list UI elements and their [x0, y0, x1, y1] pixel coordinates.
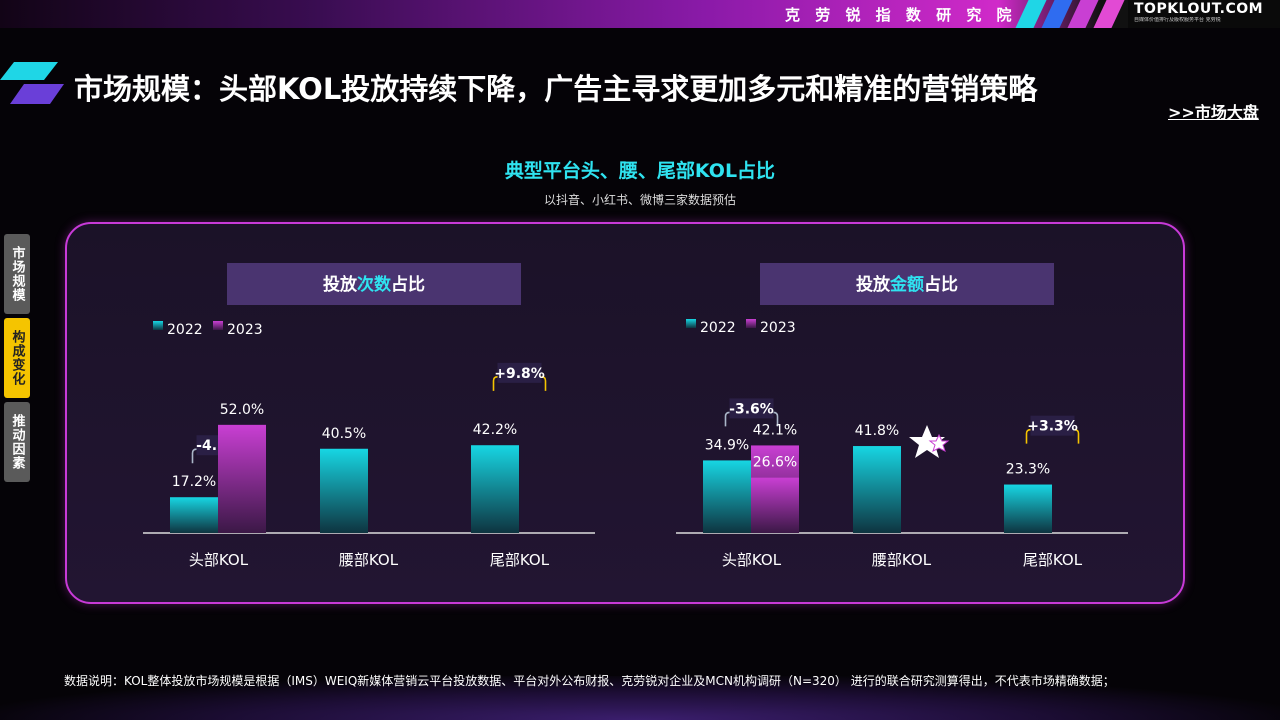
bar-2023-2 [218, 424, 266, 533]
star-shape [928, 433, 950, 452]
change-label: -3.6% [729, 401, 774, 417]
data-label: 42.1% [753, 422, 797, 438]
change-badge [497, 362, 542, 383]
institute-name: 克 劳 锐 指 数 研 究 院 [785, 6, 1017, 24]
bar-2022-0 [703, 460, 751, 533]
chart-title: 投放金额占比 [856, 274, 958, 295]
data-label: 26.6% [753, 455, 797, 471]
chart-title: 投放次数占比 [323, 274, 425, 295]
chart-title-part: 次数 [357, 274, 392, 295]
change-bracket [492, 376, 547, 391]
chart-title-part: 投放 [856, 274, 891, 295]
bar-2022-0 [170, 497, 218, 533]
data-label: 52.0% [220, 402, 264, 418]
change-label: +3.3% [1027, 419, 1078, 435]
bar-2022-1 [320, 448, 368, 533]
chart-heading: 典型平台头、腰、尾部KOL占比 [504, 160, 776, 182]
page-title: 市场规模：头部KOL投放持续下降，广告主寻求更加多元和精准的营销策略 [74, 72, 1038, 106]
side-nav: 市场规模 构成变化 推动因素 [4, 234, 30, 486]
legend-label-2022: 2022 [167, 322, 203, 338]
title-decoration-icon [0, 62, 64, 104]
x-tick-label: 腰部KOL [339, 551, 399, 569]
brand-logo: TOPKLOUT.COM 自媒体价值排行及版权服务平台 克劳锐 [1128, 0, 1280, 28]
legend-label-2022: 2022 [700, 320, 736, 336]
x-tick-label: 尾部KOL [490, 551, 550, 569]
change-bracket [724, 411, 779, 427]
data-footnote: 数据说明：KOL整体投放市场规模是根据（IMS）WEIQ新媒体营销云平台投放数据… [64, 674, 1115, 688]
data-label: 41.8% [855, 423, 899, 439]
brand-name: TOPKLOUT.COM [1134, 1, 1264, 17]
legend-swatch [153, 321, 163, 330]
market-overview-link[interactable]: >>市场大盘 [1168, 103, 1259, 122]
legend-swatch [213, 321, 223, 330]
change-badge [1030, 415, 1075, 436]
data-label: 34.9% [705, 437, 749, 453]
side-tab-composition[interactable]: 构成变化 [4, 318, 30, 398]
change-bracket [1025, 428, 1080, 444]
bar-2023-2 [751, 477, 799, 533]
data-label: 42.2% [473, 422, 517, 438]
data-label: 40.5% [322, 426, 366, 442]
chart-title-part: 占比 [391, 274, 425, 295]
change-label: +9.8% [494, 366, 545, 382]
data-label: 23.3% [1006, 462, 1050, 478]
change-badge [729, 398, 774, 419]
legend-label-2023: 2023 [227, 322, 263, 338]
chart-title-part: 金额 [889, 274, 924, 295]
side-tab-drivers[interactable]: 推动因素 [4, 402, 30, 482]
bar-2022-1 [853, 446, 901, 533]
data-label: 17.2% [172, 474, 216, 490]
x-tick-label: 头部KOL [722, 551, 782, 569]
chart-header-box [760, 263, 1054, 305]
footer-glow [0, 676, 1280, 720]
x-tick-label: 尾部KOL [1023, 551, 1083, 569]
star-sticker-icon [909, 425, 950, 458]
x-tick-label: 头部KOL [189, 551, 249, 569]
brand-tagline: 自媒体价值排行及版权服务平台 克劳锐 [1134, 17, 1221, 23]
x-tick-label: 腰部KOL [872, 551, 932, 569]
bar-2022-2 [471, 445, 519, 533]
top-banner: 克 劳 锐 指 数 研 究 院 TOPKLOUT.COM 自媒体价值排行及版权服… [0, 0, 1280, 28]
legend-swatch [746, 319, 756, 328]
chart-title-part: 投放 [323, 274, 358, 295]
chart-header-box [227, 263, 521, 305]
bar-2022-2 [1004, 484, 1052, 533]
chart-title-part: 占比 [924, 274, 958, 295]
chart-subheading: 以抖音、小红书、微博三家数据预估 [543, 193, 736, 207]
legend-swatch [686, 319, 696, 328]
legend-label-2023: 2023 [760, 320, 796, 336]
side-tab-market-size[interactable]: 市场规模 [4, 234, 30, 314]
